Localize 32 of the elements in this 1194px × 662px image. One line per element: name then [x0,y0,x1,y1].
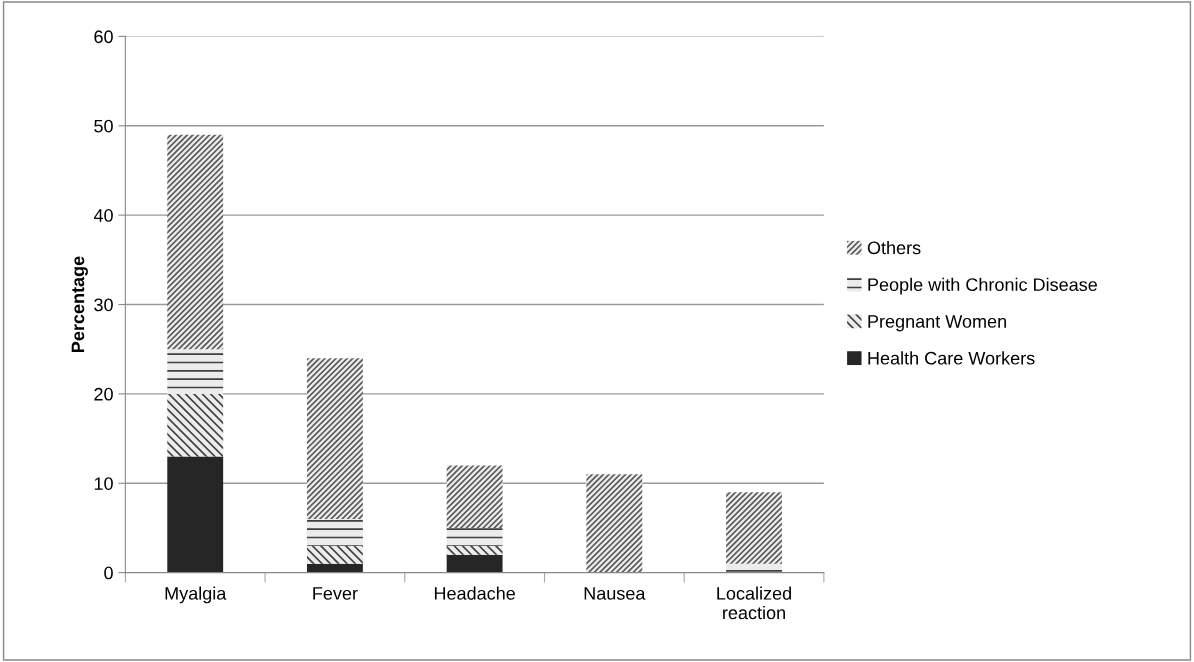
bar [167,134,224,350]
bar [446,527,503,546]
bar [306,358,363,520]
y-tick-label: 60 [94,30,113,44]
y-tick-label: 50 [94,119,113,133]
legend-label: People with Chronic Disease [868,277,1097,295]
legend-label: Pregnant Women [868,315,1006,332]
bar [306,519,363,546]
y-tick-label: 30 [94,298,113,312]
y-axis-title: Percentage [71,256,88,352]
bar [586,474,643,573]
legend-label: Others [867,240,921,255]
bar [167,456,224,573]
bar [306,563,363,573]
y-tick-label: 10 [94,477,113,490]
bar [167,349,224,394]
x-tick-label: Fever [313,587,358,600]
y-tick-label: 20 [94,387,113,401]
x-tick-label: Nausea [584,587,646,600]
bar [446,554,503,573]
bar [726,492,782,564]
legend-label: Health Care Workers [868,351,1035,365]
x-tick-label: Localized reaction [717,586,791,620]
x-tick-label: Myalgia [165,586,227,604]
bar [446,545,503,555]
y-tick-label: 40 [93,209,113,222]
bar [726,563,782,573]
bar [446,465,503,528]
bar [306,545,363,564]
bar [167,393,224,457]
x-tick-label: Headache [434,586,515,600]
y-tick-label: 0 [104,566,113,580]
